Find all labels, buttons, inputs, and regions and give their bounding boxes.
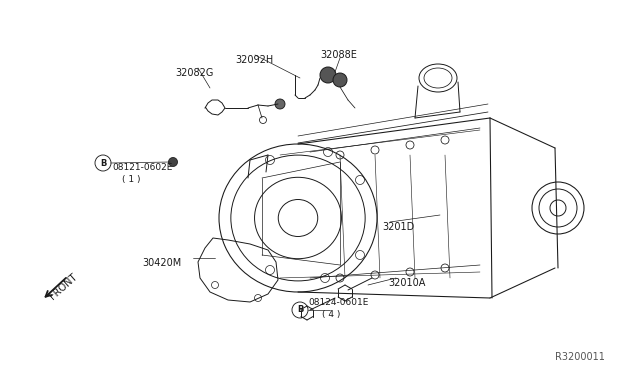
- Circle shape: [275, 99, 285, 109]
- Circle shape: [168, 157, 177, 167]
- Circle shape: [320, 67, 336, 83]
- Circle shape: [333, 73, 347, 87]
- Text: 32082G: 32082G: [175, 68, 213, 78]
- Text: B: B: [297, 305, 303, 314]
- Text: 08124-0601E: 08124-0601E: [308, 298, 369, 307]
- Text: ( 4 ): ( 4 ): [322, 310, 340, 319]
- Text: ( 1 ): ( 1 ): [122, 175, 141, 184]
- Text: 08121-0602E: 08121-0602E: [112, 163, 172, 172]
- Text: 32010A: 32010A: [388, 278, 426, 288]
- Text: 3201D: 3201D: [382, 222, 414, 232]
- Text: 30420M: 30420M: [142, 258, 181, 268]
- Text: 32088E: 32088E: [320, 50, 357, 60]
- Text: B: B: [100, 158, 106, 167]
- Text: FRONT: FRONT: [48, 272, 79, 302]
- Text: R3200011: R3200011: [555, 352, 605, 362]
- Text: 32092H: 32092H: [235, 55, 273, 65]
